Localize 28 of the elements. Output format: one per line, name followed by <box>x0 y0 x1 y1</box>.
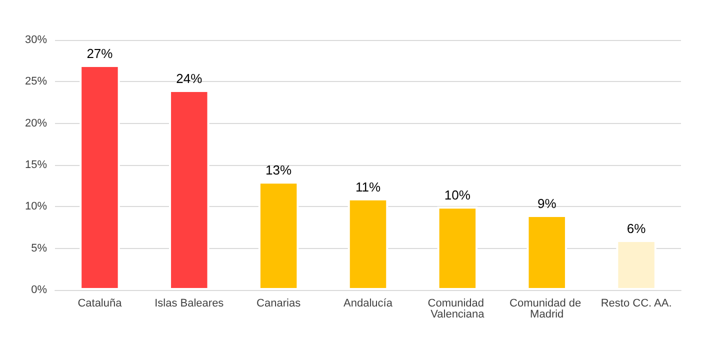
data-label: 27% <box>86 46 114 61</box>
x-tick-label: Islas Baleares <box>154 298 224 310</box>
data-label: 9% <box>537 196 557 211</box>
bar <box>348 198 388 290</box>
x-tick-label: Cataluña <box>78 298 123 310</box>
bar <box>616 240 656 290</box>
data-label: 24% <box>176 71 203 86</box>
y-tick-label: 5% <box>31 242 48 254</box>
data-label: 13% <box>266 162 292 178</box>
y-tick-label: 20% <box>24 117 48 130</box>
bar <box>526 215 567 290</box>
x-tick-label: Resto CC. AA. <box>600 298 672 310</box>
data-label: 11% <box>355 179 381 194</box>
y-tick-label: 30% <box>24 34 48 46</box>
x-tick-label: Canarias <box>256 298 302 310</box>
y-tick-label: 15% <box>24 159 48 171</box>
y-tick-label: 25% <box>24 76 48 88</box>
x-tick-label: Comunidad de Madrid <box>510 298 584 320</box>
x-tick-label: Comunidad Valenciana <box>428 298 488 320</box>
x-tick-label: Andalucía <box>344 298 394 310</box>
y-tick-label: 10% <box>24 200 48 213</box>
data-label: 10% <box>444 188 471 203</box>
data-label: 6% <box>626 221 646 236</box>
y-tick-label: 0% <box>31 284 48 296</box>
bar <box>169 90 210 290</box>
bar <box>437 206 478 290</box>
bar <box>80 65 120 290</box>
bar <box>258 182 299 290</box>
